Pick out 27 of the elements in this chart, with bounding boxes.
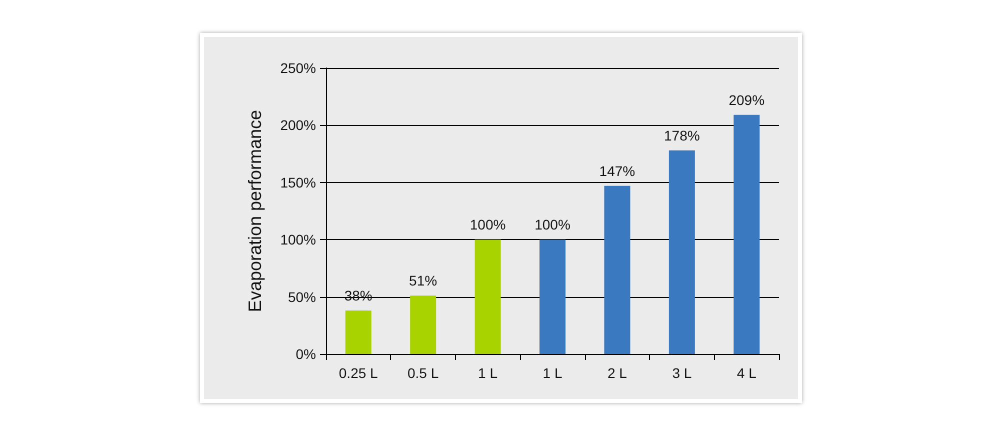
x-tick-label: 1 L — [478, 365, 498, 381]
bar — [474, 240, 501, 354]
x-tick-label: 0.5 L — [408, 365, 439, 381]
data-label: 100% — [534, 216, 570, 233]
y-tick-label: 50% — [288, 288, 316, 305]
y-axis-title: Evaporation performance — [245, 110, 265, 312]
y-tick-label: 200% — [280, 117, 316, 134]
bar — [734, 114, 760, 354]
data-label: 178% — [664, 127, 700, 144]
y-tick-label: 150% — [280, 174, 316, 190]
x-tick-label: 2 L — [607, 365, 628, 381]
x-tick-label: 1 L — [542, 365, 562, 381]
x-tick-label: 4 L — [736, 365, 757, 381]
x-tick-label: 3 L — [672, 365, 692, 381]
y-tick-label: 100% — [280, 232, 316, 248]
data-label: 100% — [470, 216, 506, 233]
data-label: 147% — [599, 162, 636, 179]
y-tick-label: 0% — [296, 346, 316, 362]
bar — [668, 150, 695, 354]
y-tick-label: 250% — [280, 60, 316, 76]
bar — [345, 310, 372, 354]
x-tick-label: 0.25 L — [338, 365, 378, 381]
bar — [604, 186, 630, 354]
bar — [410, 296, 436, 354]
data-label: 209% — [728, 92, 765, 108]
data-label: 51% — [409, 272, 438, 289]
bar — [540, 240, 566, 354]
